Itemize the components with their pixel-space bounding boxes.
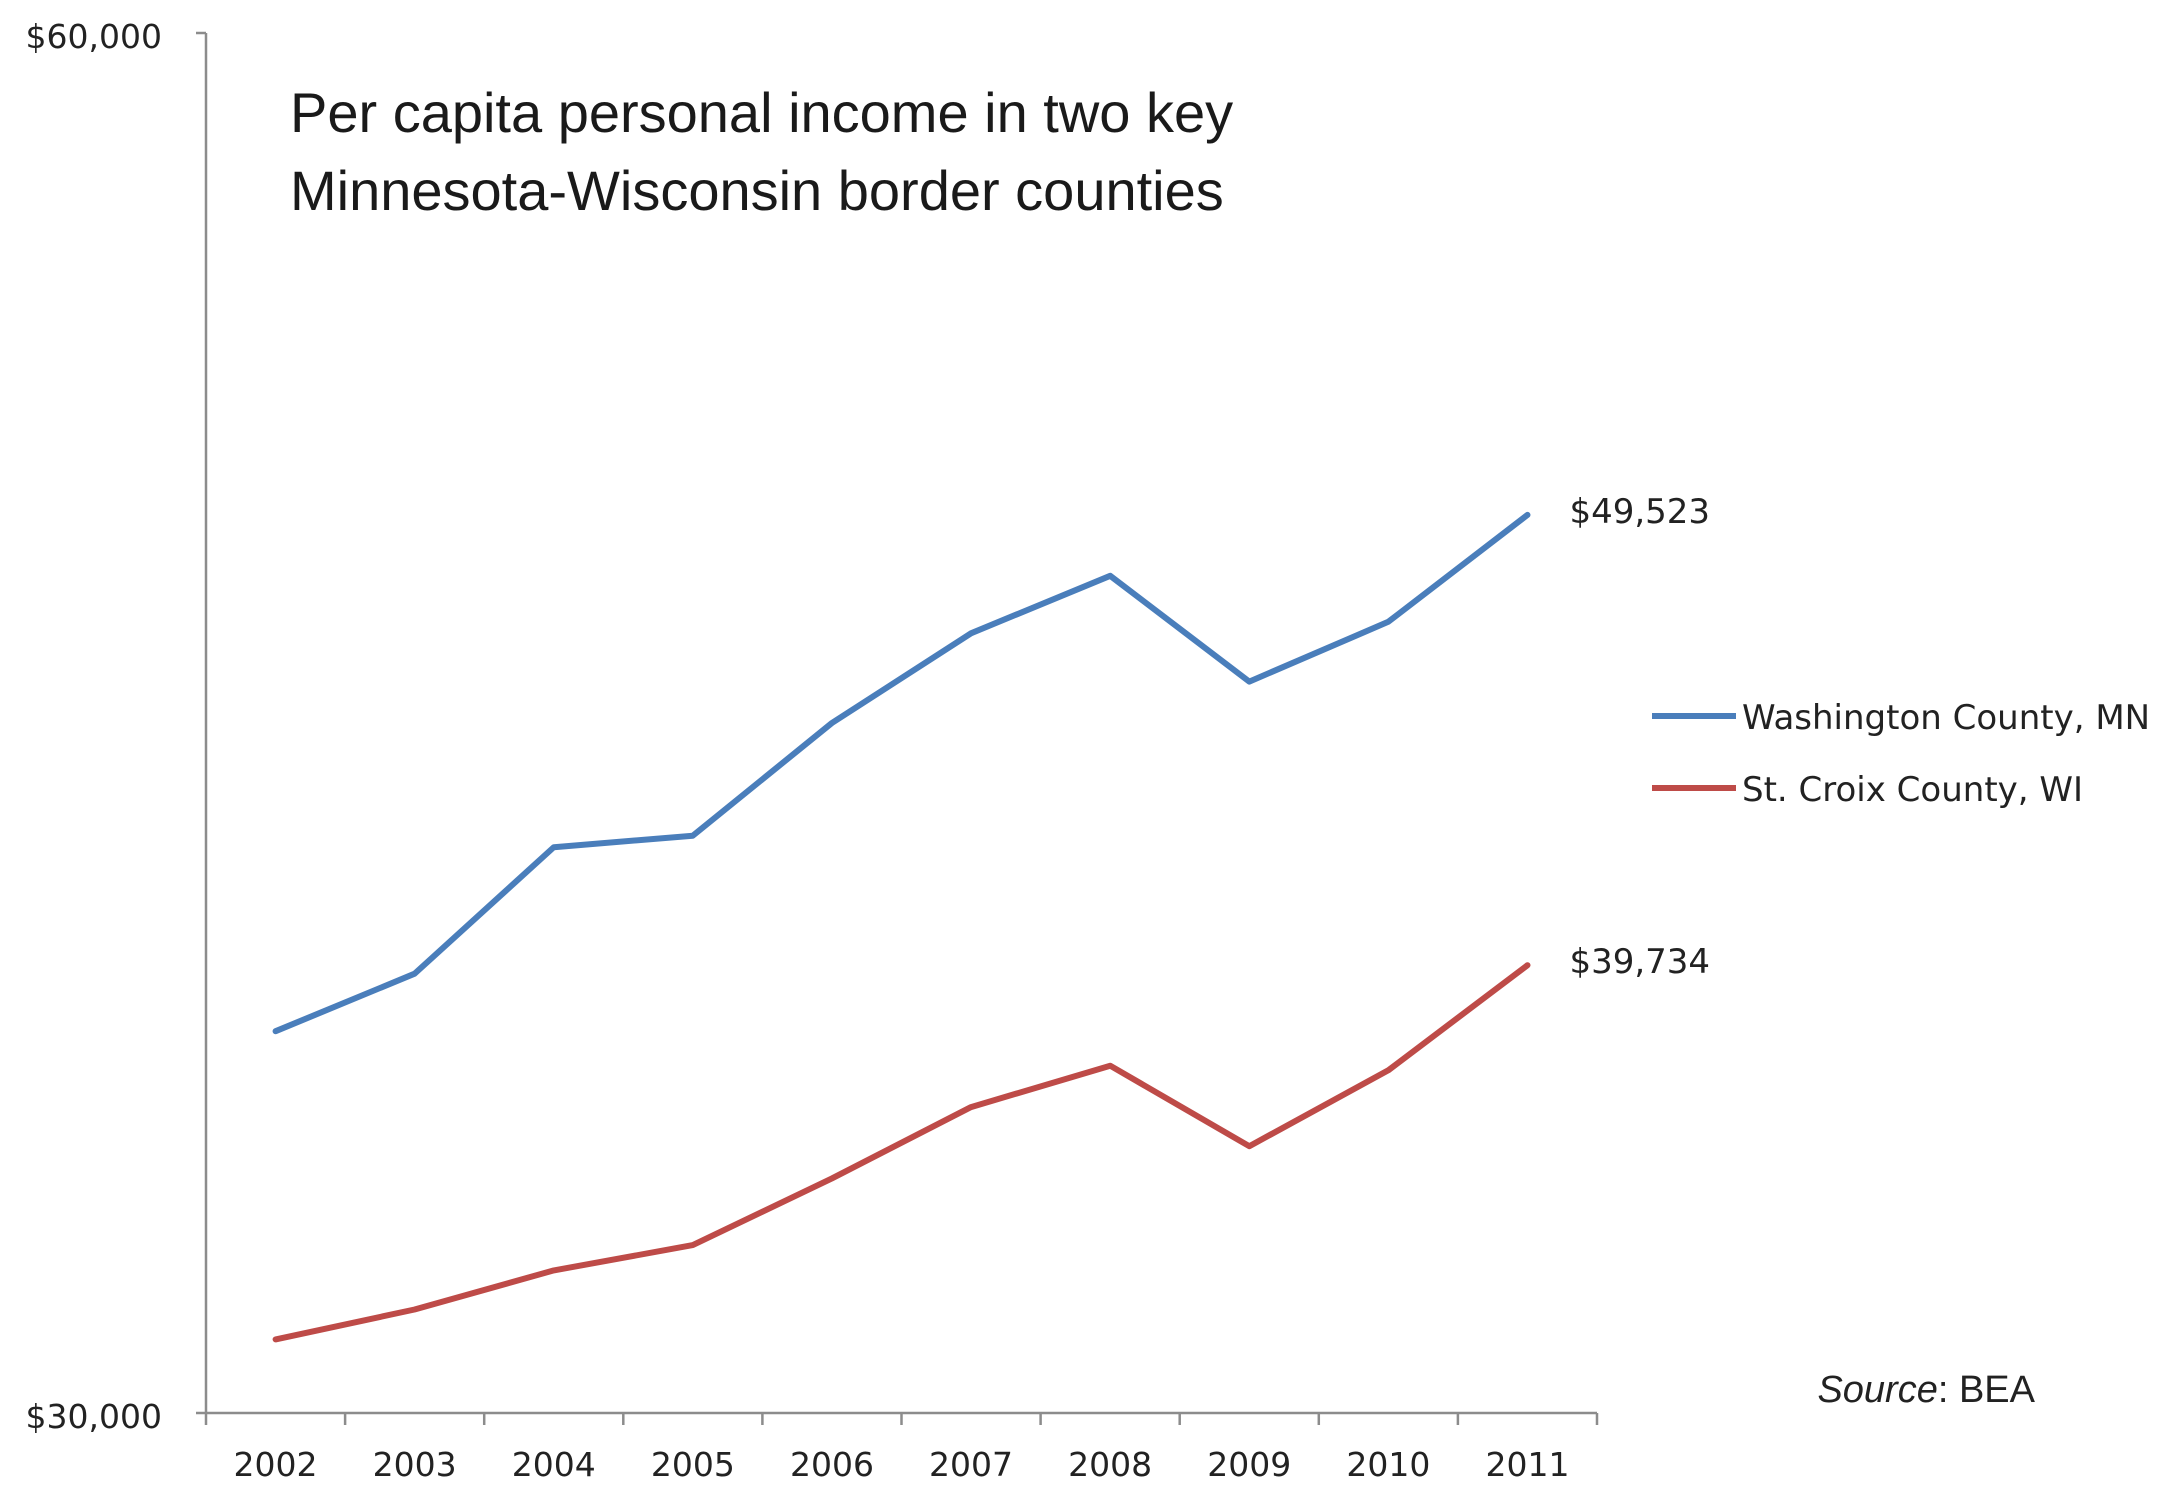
series-line-washington — [272, 511, 1531, 1035]
legend-label-washington: Washington County, MN — [1742, 698, 2150, 738]
x-tick-label-2008: 2008 — [1068, 1445, 1152, 1484]
x-tick-label-2010: 2010 — [1346, 1445, 1430, 1484]
x-tick-label-2003: 2003 — [373, 1445, 457, 1484]
x-tick-label-2009: 2009 — [1207, 1445, 1291, 1484]
source-text: : BEA — [1938, 1369, 2036, 1411]
end-value-labels: $49,523 $39,734 — [1569, 492, 1710, 982]
x-tick-label-2006: 2006 — [790, 1445, 874, 1484]
source-prefix: Source — [1817, 1369, 1937, 1411]
series-lines — [272, 511, 1531, 1343]
end-label-st-croix: $39,734 — [1569, 942, 1710, 982]
x-tick-label-2002: 2002 — [234, 1445, 318, 1484]
source-note: Source: BEA — [1817, 1369, 2035, 1411]
legend-label-st-croix: St. Croix County, WI — [1742, 770, 2083, 810]
x-tick-label-2011: 2011 — [1485, 1445, 1569, 1484]
chart-title-line-2: Minnesota-Wisconsin border counties — [290, 159, 1224, 222]
x-tick-label-2004: 2004 — [512, 1445, 596, 1484]
x-tick-label-2007: 2007 — [929, 1445, 1013, 1484]
chart-title-line-1: Per capita personal income in two key — [290, 81, 1233, 144]
y-tick-label-max: $60,000 — [26, 17, 162, 56]
end-label-washington: $49,523 — [1569, 492, 1710, 532]
y-tick-label-min: $30,000 — [26, 1397, 162, 1436]
legend: Washington County, MN St. Croix County, … — [1652, 698, 2150, 810]
series-line-st-croix — [272, 962, 1531, 1343]
x-axis-tick-labels: 2002 2003 2004 2005 2006 2007 2008 2009 2010 2011 — [234, 1445, 1570, 1484]
x-tick-label-2005: 2005 — [651, 1445, 735, 1484]
x-axis-ticks — [204, 1413, 1599, 1425]
